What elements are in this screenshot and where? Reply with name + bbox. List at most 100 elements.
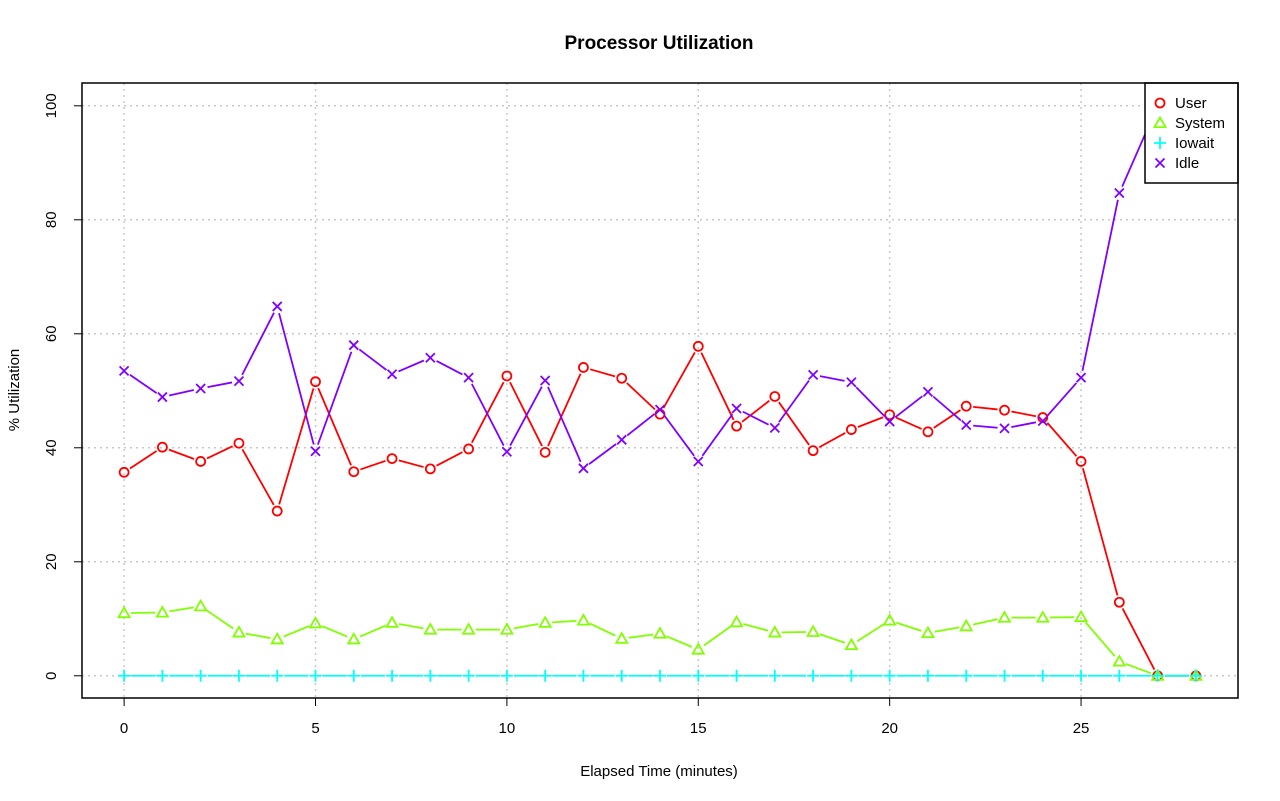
y-tick-label-60: 60 [43, 325, 60, 342]
x-tick-label-5: 5 [311, 720, 319, 737]
data-point-idle-10 [501, 446, 513, 457]
data-point-system-26 [1112, 654, 1127, 667]
data-point-system-24 [1035, 610, 1050, 623]
data-point-idle-14 [654, 404, 666, 415]
data-point-system-19 [844, 637, 859, 651]
data-point-user-23 [999, 404, 1010, 416]
series-group [117, 100, 1203, 682]
data-point-idle-25 [1075, 372, 1087, 383]
data-point-iowait-4 [271, 669, 284, 682]
x-tick-label-25: 25 [1073, 720, 1090, 737]
data-point-idle-5 [310, 446, 321, 457]
series-idle [118, 100, 1202, 474]
series-line-user [129, 351, 1189, 677]
legend: User System Iowait Idle [1144, 82, 1239, 184]
data-point-system-5 [308, 616, 323, 629]
data-point-idle-9 [463, 372, 474, 383]
y-tick-label-100: 100 [43, 93, 60, 118]
data-point-user-11 [539, 446, 551, 458]
data-point-iowait-18 [807, 669, 820, 682]
data-point-iowait-21 [921, 669, 934, 682]
data-point-iowait-28 [1189, 669, 1202, 682]
data-point-user-16 [731, 420, 742, 432]
data-point-system-25 [1074, 609, 1089, 623]
data-point-idle-19 [846, 377, 857, 388]
data-point-system-22 [959, 618, 974, 632]
data-point-user-17 [769, 391, 781, 402]
legend-label-user: User [1175, 95, 1207, 112]
data-point-idle-17 [769, 422, 780, 433]
data-point-idle-8 [425, 352, 436, 363]
data-point-idle-23 [999, 423, 1010, 434]
data-point-user-26 [1113, 596, 1125, 608]
legend-box [1144, 82, 1239, 184]
data-point-iowait-16 [730, 669, 743, 682]
plot-frame [81, 82, 1239, 699]
data-point-iowait-6 [347, 669, 360, 682]
data-point-system-13 [614, 631, 629, 644]
data-point-system-1 [155, 605, 170, 618]
data-point-system-18 [806, 624, 821, 637]
series-user [118, 340, 1202, 682]
data-point-iowait-11 [539, 669, 552, 682]
data-point-user-18 [807, 445, 819, 457]
data-point-iowait-8 [424, 669, 437, 682]
data-point-iowait-10 [500, 669, 513, 682]
data-point-user-20 [884, 409, 896, 421]
data-point-user-0 [118, 466, 130, 478]
data-point-system-17 [767, 625, 782, 638]
legend-marker-system [1152, 115, 1168, 129]
data-point-iowait-22 [960, 669, 973, 682]
data-point-user-7 [386, 453, 398, 465]
data-point-system-2 [193, 598, 208, 612]
data-point-user-25 [1075, 456, 1087, 467]
data-point-iowait-1 [156, 669, 169, 682]
data-point-system-3 [231, 625, 246, 638]
data-point-system-8 [423, 622, 438, 635]
data-point-user-1 [156, 441, 168, 453]
data-point-user-22 [960, 400, 972, 412]
data-point-idle-11 [540, 375, 551, 386]
data-point-system-9 [461, 622, 476, 635]
data-point-iowait-27 [1151, 669, 1164, 682]
data-point-idle-1 [157, 391, 168, 403]
data-point-user-19 [845, 424, 857, 435]
series-iowait [118, 669, 1202, 682]
data-point-system-6 [346, 631, 361, 645]
data-point-iowait-0 [118, 669, 131, 682]
y-tick-label-20: 20 [43, 553, 60, 570]
x-axis-label: Elapsed Time (minutes) [580, 763, 738, 780]
legend-marker-iowait [1154, 137, 1166, 149]
data-point-iowait-12 [577, 669, 590, 682]
data-point-user-4 [271, 505, 283, 517]
data-point-iowait-3 [232, 669, 245, 682]
legend-label-idle: Idle [1175, 155, 1199, 172]
data-point-iowait-9 [462, 669, 475, 682]
series-line-system [131, 606, 1189, 677]
data-point-iowait-5 [309, 669, 322, 682]
legend-label-system: System [1175, 115, 1225, 132]
data-point-system-4 [270, 631, 285, 645]
data-point-user-10 [501, 370, 513, 382]
data-point-system-10 [499, 622, 514, 635]
data-point-idle-13 [616, 434, 627, 445]
data-point-user-3 [233, 437, 245, 449]
data-point-idle-24 [1037, 415, 1048, 427]
data-point-user-6 [348, 466, 360, 478]
data-point-iowait-25 [1075, 669, 1088, 682]
series-system [117, 598, 1203, 681]
data-point-user-9 [463, 443, 475, 455]
data-point-idle-2 [195, 383, 206, 394]
data-point-iowait-7 [386, 669, 399, 682]
data-point-idle-6 [348, 340, 359, 351]
data-point-idle-16 [731, 403, 742, 414]
data-point-user-15 [692, 340, 704, 352]
data-point-idle-18 [807, 369, 819, 380]
data-point-system-21 [920, 625, 935, 639]
y-axis-label: % Utilization [6, 349, 23, 432]
data-point-idle-15 [693, 456, 704, 467]
data-point-system-11 [538, 615, 553, 628]
legend-label-iowait: Iowait [1175, 135, 1215, 152]
